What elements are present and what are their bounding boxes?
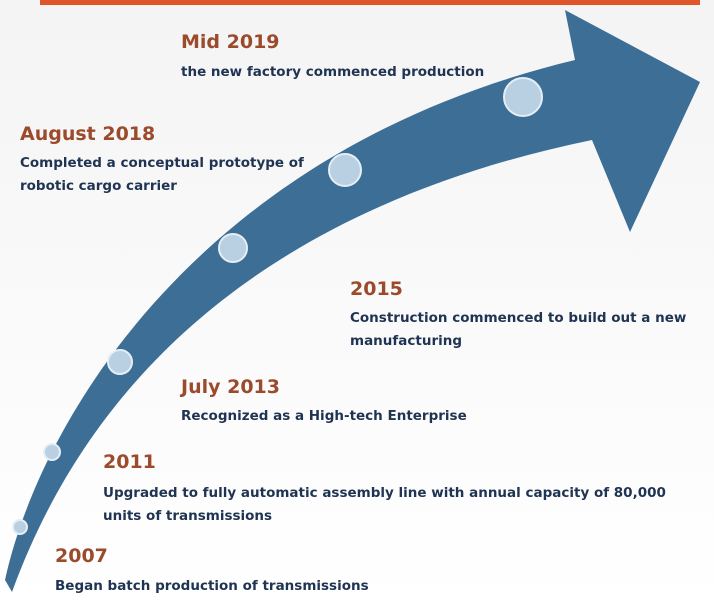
milestone-dot [218, 233, 248, 263]
milestone-description: Completed a conceptual prototype of [20, 155, 304, 171]
milestone-description: Recognized as a High-tech Enterprise [181, 408, 467, 424]
milestone-labels: 2007 Began batch production of transmissi… [20, 31, 686, 594]
milestone-year: 2011 [103, 451, 156, 473]
arrow [5, 10, 700, 592]
milestone-description: Upgraded to fully automatic assembly lin… [103, 485, 666, 501]
milestone-description: Began batch production of transmissions [55, 578, 369, 594]
milestone-description: Construction commenced to build out a ne… [350, 310, 686, 326]
top-bar [40, 0, 700, 5]
milestone-description: manufacturing [350, 333, 462, 349]
milestone-dot [328, 153, 362, 187]
milestone-year: August 2018 [20, 123, 155, 145]
milestone-dots [12, 77, 543, 535]
milestone-year: July 2013 [179, 376, 280, 398]
milestone-dot [107, 349, 133, 375]
milestone-description: units of transmissions [103, 508, 272, 524]
milestone-dot [503, 77, 543, 117]
milestone-year: 2015 [350, 278, 403, 300]
milestone-year: 2007 [55, 545, 108, 567]
milestone-year: Mid 2019 [181, 31, 280, 53]
milestone-description: the new factory commenced production [181, 64, 484, 80]
milestone-dot [12, 519, 28, 535]
milestone-description: robotic cargo carrier [20, 178, 177, 194]
milestone-dot [43, 443, 61, 461]
